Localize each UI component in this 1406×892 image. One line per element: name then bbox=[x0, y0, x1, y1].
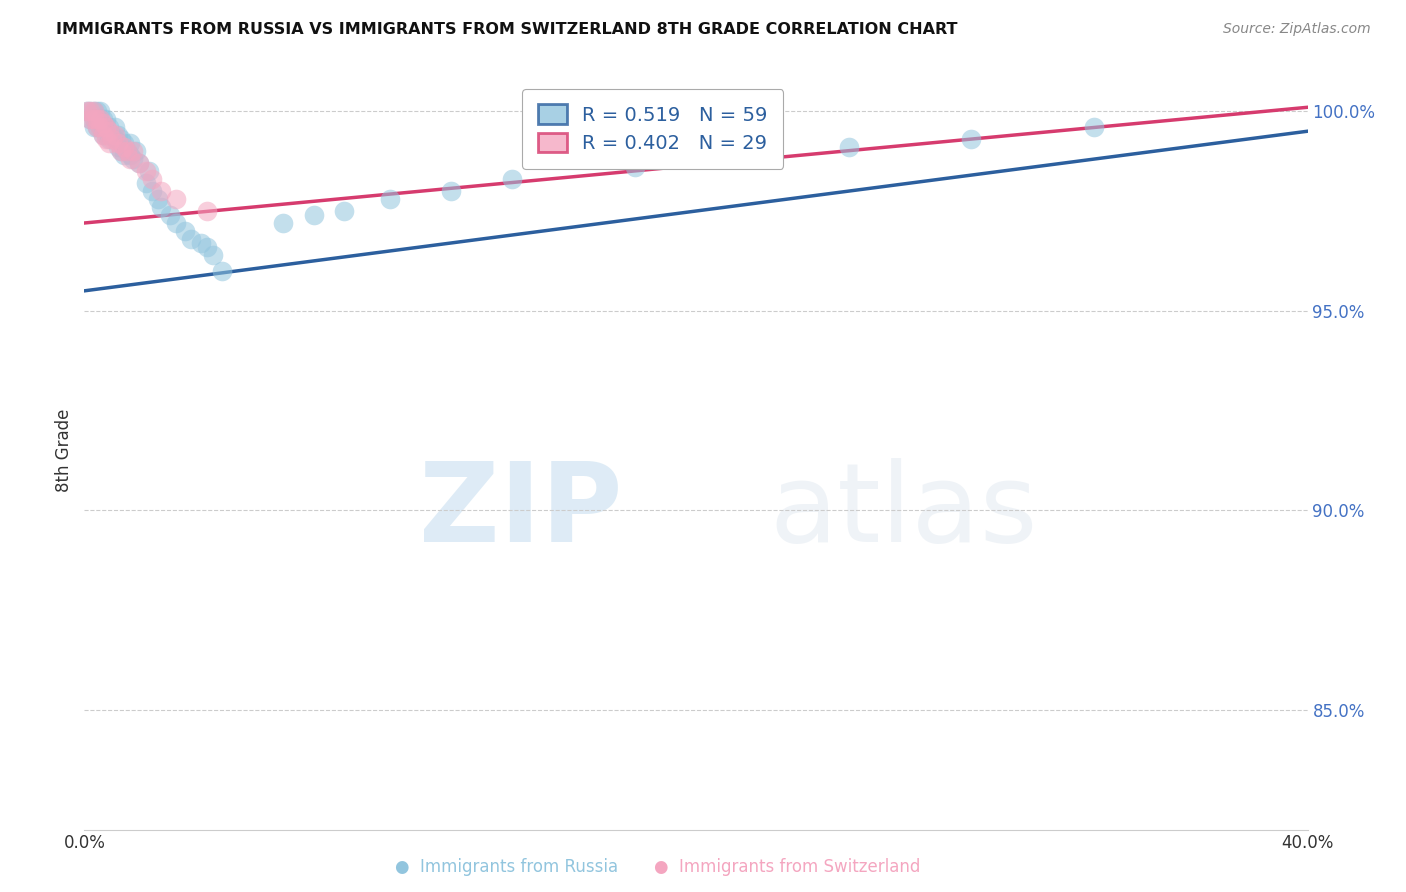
Point bbox=[91, 128, 114, 143]
Point bbox=[79, 112, 101, 127]
Point bbox=[120, 148, 142, 162]
Point bbox=[180, 232, 202, 246]
Point bbox=[79, 104, 101, 119]
Point bbox=[211, 264, 233, 278]
Point bbox=[89, 120, 111, 135]
Point bbox=[97, 132, 120, 146]
Point bbox=[135, 176, 157, 190]
Point bbox=[83, 112, 105, 127]
Point bbox=[502, 172, 524, 186]
Point bbox=[83, 120, 105, 135]
Point bbox=[624, 160, 647, 174]
Point bbox=[201, 248, 224, 262]
Point bbox=[76, 104, 98, 119]
Point bbox=[440, 184, 463, 198]
Point bbox=[94, 128, 117, 143]
Point bbox=[716, 152, 738, 166]
Point bbox=[165, 192, 187, 206]
Point bbox=[91, 120, 114, 135]
Point bbox=[165, 216, 187, 230]
Point bbox=[149, 200, 172, 214]
Point bbox=[110, 132, 132, 146]
Point bbox=[122, 152, 145, 166]
Text: ZIP: ZIP bbox=[419, 458, 623, 565]
Point bbox=[101, 132, 124, 146]
Point bbox=[89, 112, 111, 127]
Point bbox=[110, 144, 132, 158]
Point bbox=[174, 224, 197, 238]
Y-axis label: 8th Grade: 8th Grade bbox=[55, 409, 73, 492]
Point bbox=[86, 120, 108, 135]
Point bbox=[195, 240, 218, 254]
Point bbox=[86, 112, 108, 127]
Point bbox=[101, 128, 124, 143]
Point bbox=[380, 192, 402, 206]
Point bbox=[89, 104, 111, 119]
Text: atlas: atlas bbox=[769, 458, 1038, 565]
Point bbox=[97, 136, 120, 151]
Text: ●  Immigrants from Russia: ● Immigrants from Russia bbox=[395, 858, 617, 876]
Point bbox=[94, 132, 117, 146]
Text: Source: ZipAtlas.com: Source: ZipAtlas.com bbox=[1223, 22, 1371, 37]
Point bbox=[91, 112, 114, 127]
Point bbox=[104, 132, 127, 146]
Point bbox=[104, 128, 127, 143]
Point bbox=[97, 124, 120, 138]
Point bbox=[120, 152, 142, 166]
Legend: R = 0.519   N = 59, R = 0.402   N = 29: R = 0.519 N = 59, R = 0.402 N = 29 bbox=[522, 88, 783, 169]
Point bbox=[146, 192, 169, 206]
Point bbox=[190, 235, 212, 250]
Point bbox=[141, 172, 163, 186]
Point bbox=[302, 208, 325, 222]
Point bbox=[112, 148, 135, 162]
Point bbox=[135, 164, 157, 178]
Point bbox=[271, 216, 294, 230]
Point bbox=[94, 120, 117, 135]
Point bbox=[89, 112, 111, 127]
Point bbox=[107, 140, 129, 154]
Point bbox=[138, 164, 160, 178]
Point bbox=[107, 128, 129, 143]
Point bbox=[960, 132, 983, 146]
Point bbox=[112, 136, 135, 151]
Point bbox=[86, 120, 108, 135]
Point bbox=[128, 156, 150, 170]
Point bbox=[115, 144, 138, 158]
Point bbox=[107, 136, 129, 151]
Point bbox=[112, 140, 135, 154]
Point bbox=[125, 144, 148, 158]
Point bbox=[120, 136, 142, 151]
Point bbox=[333, 204, 356, 219]
Point bbox=[128, 156, 150, 170]
Point bbox=[83, 104, 105, 119]
Point bbox=[838, 140, 860, 154]
Point bbox=[94, 112, 117, 127]
Point bbox=[149, 184, 172, 198]
Point bbox=[83, 104, 105, 119]
Point bbox=[159, 208, 181, 222]
Point bbox=[110, 144, 132, 158]
Point bbox=[195, 204, 218, 219]
Point bbox=[76, 104, 98, 119]
Point bbox=[89, 120, 111, 135]
Point bbox=[97, 120, 120, 135]
Point bbox=[86, 112, 108, 127]
Point bbox=[86, 104, 108, 119]
Point bbox=[1083, 120, 1105, 135]
Point bbox=[83, 112, 105, 127]
Point bbox=[79, 104, 101, 119]
Point bbox=[115, 144, 138, 158]
Text: ●  Immigrants from Switzerland: ● Immigrants from Switzerland bbox=[654, 858, 921, 876]
Point bbox=[141, 184, 163, 198]
Point bbox=[79, 112, 101, 127]
Point bbox=[104, 120, 127, 135]
Point bbox=[91, 116, 114, 130]
Text: IMMIGRANTS FROM RUSSIA VS IMMIGRANTS FROM SWITZERLAND 8TH GRADE CORRELATION CHAR: IMMIGRANTS FROM RUSSIA VS IMMIGRANTS FRO… bbox=[56, 22, 957, 37]
Point bbox=[94, 120, 117, 135]
Point bbox=[122, 144, 145, 158]
Point bbox=[91, 128, 114, 143]
